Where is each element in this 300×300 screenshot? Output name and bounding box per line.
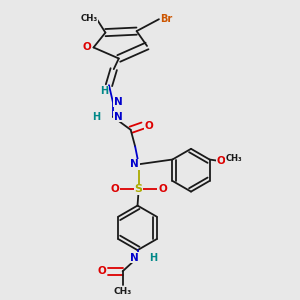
- Text: S: S: [135, 184, 143, 194]
- Text: H: H: [149, 253, 157, 262]
- Text: H: H: [100, 86, 108, 96]
- Text: O: O: [82, 43, 91, 52]
- Text: N: N: [114, 97, 123, 107]
- Text: N: N: [114, 112, 123, 122]
- Text: N: N: [130, 159, 139, 169]
- Text: O: O: [111, 184, 119, 194]
- Text: N: N: [130, 253, 138, 262]
- Text: O: O: [98, 266, 106, 276]
- Text: O: O: [217, 156, 226, 166]
- Text: O: O: [145, 121, 154, 130]
- Text: H: H: [92, 112, 101, 122]
- Text: CH₃: CH₃: [226, 154, 242, 163]
- Text: CH₃: CH₃: [113, 287, 132, 296]
- Text: Br: Br: [160, 14, 172, 24]
- Text: O: O: [158, 184, 167, 194]
- Text: CH₃: CH₃: [80, 14, 98, 23]
